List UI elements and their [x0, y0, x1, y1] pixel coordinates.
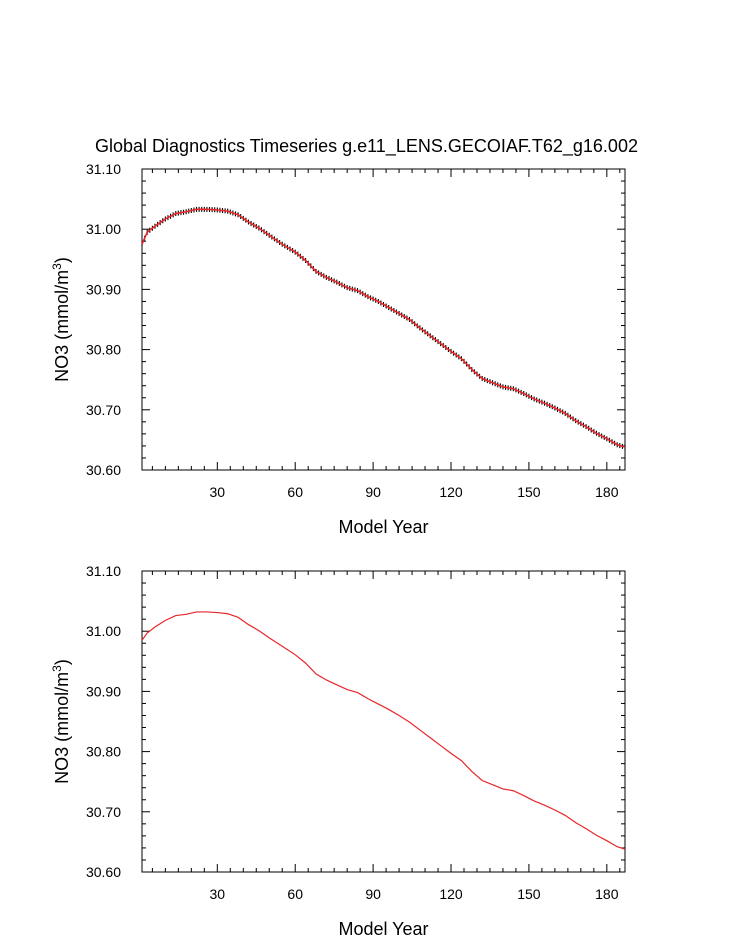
y-tick-label: 30.60 [86, 864, 121, 880]
y-axis-label-superscript: 3 [50, 665, 64, 672]
x-tick-label: 180 [595, 484, 619, 500]
x-tick-label: 30 [210, 886, 226, 902]
y-axis-label-text: NO3 (mmol/m [52, 672, 72, 784]
y-tick-label: 31.10 [86, 161, 121, 177]
series-line-NO3 [141, 611, 626, 850]
y-tick-label: 31.00 [86, 623, 121, 639]
x-tick-label: 90 [365, 886, 381, 902]
x-tick-label: 150 [517, 484, 541, 500]
chart-panel-bottom: 30 60 90 120 150 180 30.60 30.70 30.80 30.90 31.00… [50, 563, 626, 939]
y-tick-label: 30.60 [86, 462, 121, 478]
y-axis-label: NO3 (mmol/m3) [50, 257, 72, 382]
y-tick-label: 30.90 [86, 683, 121, 699]
y-tick-label: 30.90 [86, 281, 121, 297]
plot-frame [141, 570, 626, 873]
series-line-NO3 [141, 208, 626, 448]
y-tick-label: 31.10 [86, 563, 121, 579]
y-tick-label: 31.00 [86, 221, 121, 237]
y-axis-label-close: ) [52, 659, 72, 665]
plot-frame [141, 168, 626, 471]
y-tick-label: 30.80 [86, 342, 121, 358]
x-tick-label: 90 [365, 484, 381, 500]
y-axis-label-superscript: 3 [50, 263, 64, 270]
y-tick-label: 30.80 [86, 744, 121, 760]
y-tick-label: 30.70 [86, 402, 121, 418]
y-axis-label-text: NO3 (mmol/m [52, 270, 72, 382]
y-tick-label: 30.70 [86, 804, 121, 820]
x-tick-label: 150 [517, 886, 541, 902]
series-annual-cycle-marks [141, 206, 626, 450]
x-tick-label: 60 [287, 484, 303, 500]
x-tick-label: 30 [210, 484, 226, 500]
x-tick-label: 180 [595, 886, 619, 902]
x-axis-label: Model Year [338, 919, 428, 939]
y-axis-label: NO3 (mmol/m3) [50, 659, 72, 784]
chart-title: Global Diagnostics Timeseries g.e11_LENS… [95, 136, 638, 156]
x-axis-label: Model Year [338, 517, 428, 537]
chart-panel-top: 30 60 90 120 150 180 30.60 30.70 30.80 30.90 31.00… [50, 161, 626, 537]
x-tick-label: 120 [439, 886, 463, 902]
x-tick-label: 120 [439, 484, 463, 500]
y-axis-label-close: ) [52, 257, 72, 263]
x-tick-label: 60 [287, 886, 303, 902]
